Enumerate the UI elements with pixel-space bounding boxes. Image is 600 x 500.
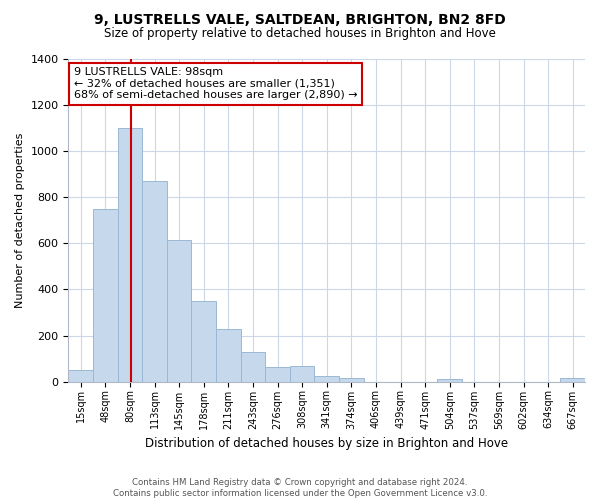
Bar — [560, 378, 585, 382]
Bar — [290, 366, 314, 382]
Bar — [339, 378, 364, 382]
Bar — [93, 209, 118, 382]
Bar — [191, 301, 216, 382]
Text: Size of property relative to detached houses in Brighton and Hove: Size of property relative to detached ho… — [104, 28, 496, 40]
Y-axis label: Number of detached properties: Number of detached properties — [15, 132, 25, 308]
Text: 9, LUSTRELLS VALE, SALTDEAN, BRIGHTON, BN2 8FD: 9, LUSTRELLS VALE, SALTDEAN, BRIGHTON, B… — [94, 12, 506, 26]
Bar — [437, 380, 462, 382]
Text: Contains HM Land Registry data © Crown copyright and database right 2024.
Contai: Contains HM Land Registry data © Crown c… — [113, 478, 487, 498]
Bar — [241, 352, 265, 382]
Bar — [68, 370, 93, 382]
Bar — [142, 181, 167, 382]
Bar — [314, 376, 339, 382]
Bar — [118, 128, 142, 382]
Text: 9 LUSTRELLS VALE: 98sqm
← 32% of detached houses are smaller (1,351)
68% of semi: 9 LUSTRELLS VALE: 98sqm ← 32% of detache… — [74, 67, 357, 100]
Bar — [216, 328, 241, 382]
X-axis label: Distribution of detached houses by size in Brighton and Hove: Distribution of detached houses by size … — [145, 437, 508, 450]
Bar — [265, 366, 290, 382]
Bar — [167, 240, 191, 382]
